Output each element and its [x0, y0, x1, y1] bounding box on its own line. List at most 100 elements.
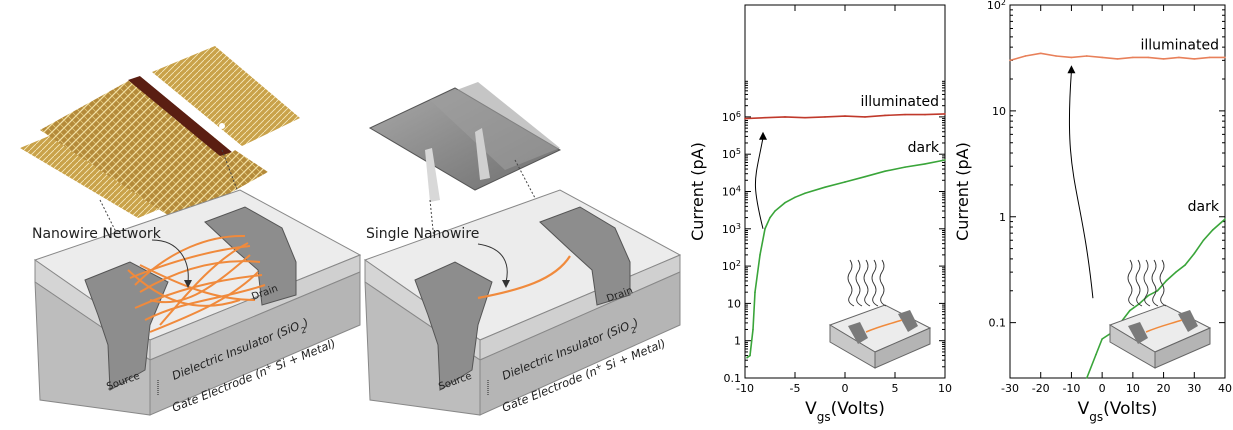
series-point-illuminated [744, 117, 746, 120]
annotation-arrow [755, 137, 764, 229]
x-tick-label: 0 [1099, 382, 1106, 395]
x-tick-label: 20 [1157, 382, 1171, 395]
light-ray [855, 259, 863, 307]
light-ray [1143, 259, 1151, 307]
series-point-dark [1193, 252, 1196, 255]
series-point-dark [1095, 353, 1097, 356]
light-ray [863, 259, 871, 307]
series-point-dark [1165, 279, 1168, 282]
series-point-dark [749, 354, 751, 357]
series-point-illuminated [1070, 56, 1073, 59]
x-tick-label: 30 [1187, 382, 1201, 395]
series-point-dark [1184, 264, 1186, 266]
light-ray [1135, 259, 1143, 307]
plot-frame [1009, 4, 1226, 379]
series-label-dark: dark [1188, 199, 1220, 215]
series-point-illuminated [1101, 56, 1103, 59]
series-label-dark: dark [908, 140, 940, 156]
series-point-dark [1224, 218, 1226, 220]
annotation-arrowhead [759, 131, 767, 140]
single-device-light-icon [1108, 259, 1212, 369]
inset-source [1128, 322, 1148, 344]
x-tick-label: -10 [736, 382, 754, 395]
series-point-illuminated [904, 113, 906, 116]
y-tick-label: 102 [722, 259, 741, 274]
light-ray [879, 259, 887, 307]
series-point-illuminated [1224, 56, 1226, 59]
single-device-diagram: Single Nanowire Drain Source Dielectric … [363, 82, 682, 416]
series-point-dark [1156, 289, 1159, 292]
series-point-dark [784, 201, 786, 204]
series-point-illuminated [1178, 56, 1180, 59]
x-tick-label: 40 [1218, 382, 1232, 395]
series-label-illuminated: illuminated [860, 94, 939, 110]
network-device-light-icon [828, 259, 932, 369]
series-point-illuminated [804, 116, 806, 119]
inset-drain [898, 310, 918, 332]
series-point-illuminated [1162, 58, 1165, 60]
series-point-dark [754, 291, 756, 293]
annotation-arrow [1068, 71, 1094, 299]
x-tick-label: 5 [892, 382, 899, 395]
series-point-illuminated [1009, 59, 1011, 62]
series-point-illuminated [924, 113, 926, 116]
series-point-dark [764, 228, 766, 230]
light-ray [847, 259, 855, 307]
light-ray [1127, 259, 1135, 307]
series-point-dark [844, 181, 846, 183]
series-point-dark [1101, 338, 1103, 340]
drain-electrode [204, 206, 297, 306]
series-point-illuminated [1039, 52, 1042, 55]
series-point-illuminated [1055, 55, 1057, 57]
series-point-dark [1085, 377, 1088, 379]
series-point-illuminated [1024, 55, 1027, 57]
y-axis-label: Current (pA) [953, 142, 972, 241]
inset-nanowire [1145, 319, 1183, 333]
y-tick-label: 104 [722, 184, 741, 199]
series-point-dark [884, 170, 886, 173]
series-point-dark [864, 175, 866, 178]
light-ray [871, 259, 879, 307]
y-tick-label: 10 [992, 105, 1006, 118]
y-tick-label: 0.1 [724, 372, 742, 385]
series-point-illuminated [1116, 58, 1119, 60]
series-point-illuminated [944, 113, 946, 115]
series-label-illuminated: illuminated [1140, 37, 1219, 53]
y-tick-label: 105 [722, 147, 741, 162]
inset-nanowire [865, 319, 903, 333]
series-point-illuminated [764, 116, 766, 119]
nanowire-network [127, 234, 266, 333]
series-point-dark [1128, 309, 1131, 312]
x-axis-label: Vgs(Volts) [805, 399, 885, 424]
series-point-illuminated [844, 115, 846, 117]
chart-single-current: 0.1 1 10 102 -30 -20 -10 0 10 20 30 40 Current (pA) V… [953, 0, 1232, 424]
series-line-dark [1086, 218, 1226, 379]
series-point-dark [759, 254, 761, 256]
x-tick-label: -30 [1001, 382, 1019, 395]
series-point-illuminated [1147, 56, 1150, 59]
series-point-illuminated [864, 116, 866, 118]
series-point-dark [924, 163, 926, 165]
x-axis-label: Vgs(Volts) [1078, 399, 1158, 424]
series-point-illuminated [884, 114, 886, 117]
x-tick-label: -5 [790, 382, 801, 395]
inset-drain [1178, 310, 1198, 332]
inset-source [848, 322, 868, 344]
series-point-dark [746, 356, 748, 359]
chart-network-current: 0.1 1 10 102 103 104 105 106 -10 -5 0 5 10 Current (p… [688, 4, 952, 424]
sem-image-icon [368, 82, 562, 202]
series-point-dark [1211, 229, 1214, 231]
single-drain-electrode [539, 206, 631, 306]
annotation-arrowhead [1067, 65, 1076, 74]
x-tick-label: 10 [1126, 382, 1140, 395]
series-point-illuminated [1085, 55, 1088, 57]
series-point-dark [804, 192, 806, 195]
x-tick-label: 10 [938, 382, 952, 395]
single-title: Single Nanowire [366, 226, 479, 242]
y-tick-label: 0.1 [989, 317, 1007, 330]
y-tick-label: 102 [987, 0, 1006, 12]
series-point-dark [824, 186, 826, 189]
y-tick-label: 103 [722, 221, 741, 236]
x-tick-label: -10 [1062, 382, 1080, 395]
